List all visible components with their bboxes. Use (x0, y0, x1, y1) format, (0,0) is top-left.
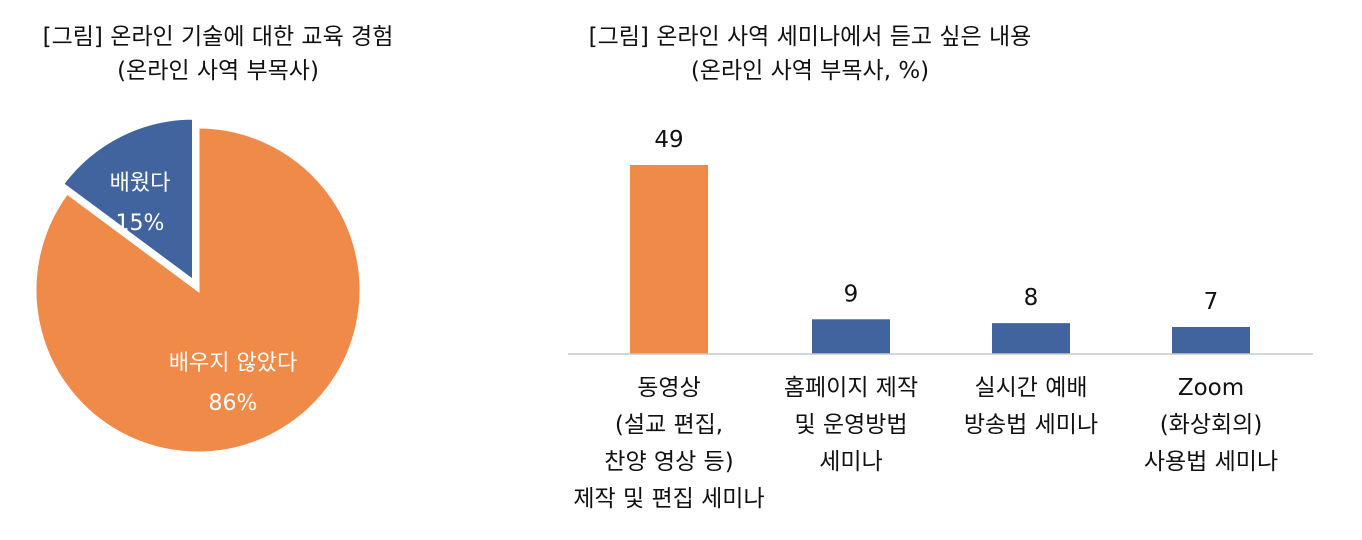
pie-slice-label-2: 배우지 않았다 86% (169, 351, 297, 416)
category-label-line: Zoom (1177, 375, 1245, 401)
pie-title-line-2: (온라인 사역 부목사) (117, 58, 319, 84)
category-label-line: (화상회의) (1159, 412, 1263, 438)
bar-title-line-1: [그림] 온라인 사역 세미나에서 듣고 싶은 내용 (588, 24, 1032, 50)
pie-chart: 배웠다 15% 배우지 않았다 86% (33, 116, 363, 455)
category-label-line: 실시간 예배 (974, 375, 1088, 401)
pie-slice-category: 배웠다 (110, 171, 171, 196)
pie-slice-percent: 86% (209, 391, 258, 416)
bar-4 (1172, 327, 1250, 354)
bar-value-label-2: 9 (844, 281, 859, 307)
pie-slice-category: 배우지 않았다 (169, 351, 297, 376)
bar-1 (630, 165, 708, 354)
bar-category-label-4: Zoom (화상회의) 사용법 세미나 (1106, 370, 1316, 481)
bar-category-label-1: 동영상 (설교 편집, 찬양 영상 등) 제작 및 편집 세미나 (564, 370, 774, 518)
bar-chart: 49 9 8 7 (568, 127, 1313, 355)
bar-title-line-2: (온라인 사역 부목사, %) (690, 58, 930, 84)
category-label-line: 홈페이지 제작 (783, 375, 919, 401)
pie-slice-1 (60, 116, 196, 285)
category-label-line: 사용법 세미나 (1143, 449, 1279, 475)
category-label-line: 및 운영방법 (794, 412, 908, 438)
category-label-line: (설교 편집, (614, 412, 724, 438)
pie-chart-title: [그림] 온라인 기술에 대한 교육 경험 (온라인 사역 부목사) (18, 20, 418, 88)
pie-title-line-1: [그림] 온라인 기술에 대한 교육 경험 (42, 24, 394, 50)
bar-2 (812, 319, 890, 354)
bar-value-label-3: 8 (1024, 285, 1039, 311)
category-label-line: 동영상 (637, 375, 701, 401)
category-label-line: 방송법 세미나 (963, 412, 1099, 438)
bar-chart-title: [그림] 온라인 사역 세미나에서 듣고 싶은 내용 (온라인 사역 부목사, … (560, 20, 1060, 88)
category-label-line: 세미나 (819, 449, 883, 475)
pie-slice-2 (33, 125, 363, 455)
pie-slice-label-1: 배웠다 15% (110, 171, 171, 236)
category-label-line: 제작 및 편집 세미나 (573, 486, 765, 512)
category-label-line: 찬양 영상 등) (604, 449, 734, 475)
bar-value-label-4: 7 (1204, 289, 1219, 315)
pie-slice-percent: 15% (116, 211, 165, 236)
bar-3 (992, 323, 1070, 354)
bar-value-label-1: 49 (654, 127, 683, 153)
